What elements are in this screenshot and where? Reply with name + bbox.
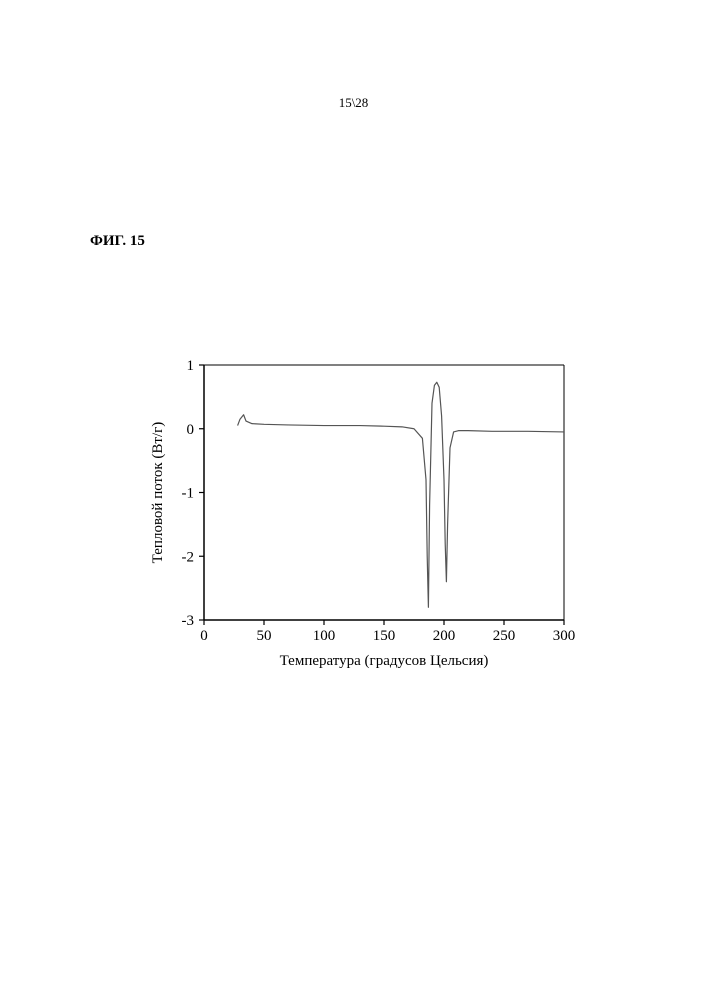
svg-text:150: 150 <box>373 628 396 644</box>
page: 15\28 ФИГ. 15 -3 -2 -1 0 1 0 50 100 150 200 250 300… <box>0 0 707 1000</box>
figure-label: ФИГ. 15 <box>90 233 145 250</box>
svg-text:Тепловой поток (Вт/г): Тепловой поток (Вт/г) <box>150 422 166 564</box>
dsc-chart: -3 -2 -1 0 1 0 50 100 150 200 250 300 Температура (г… <box>146 355 586 685</box>
svg-text:Температура (градусов Цельсия): Температура (градусов Цельсия) <box>280 653 489 669</box>
svg-text:100: 100 <box>313 628 336 644</box>
svg-text:-1: -1 <box>182 486 195 502</box>
chart-svg: -3 -2 -1 0 1 0 50 100 150 200 250 300 Температура (г… <box>146 355 586 685</box>
svg-text:200: 200 <box>433 628 456 644</box>
svg-text:50: 50 <box>257 628 272 644</box>
svg-text:1: 1 <box>187 358 195 374</box>
svg-text:250: 250 <box>493 628 516 644</box>
svg-text:-3: -3 <box>182 613 195 629</box>
svg-text:-2: -2 <box>182 549 195 565</box>
svg-text:0: 0 <box>200 628 208 644</box>
svg-text:300: 300 <box>553 628 576 644</box>
page-number: 15\28 <box>0 95 707 111</box>
svg-text:0: 0 <box>187 422 195 438</box>
